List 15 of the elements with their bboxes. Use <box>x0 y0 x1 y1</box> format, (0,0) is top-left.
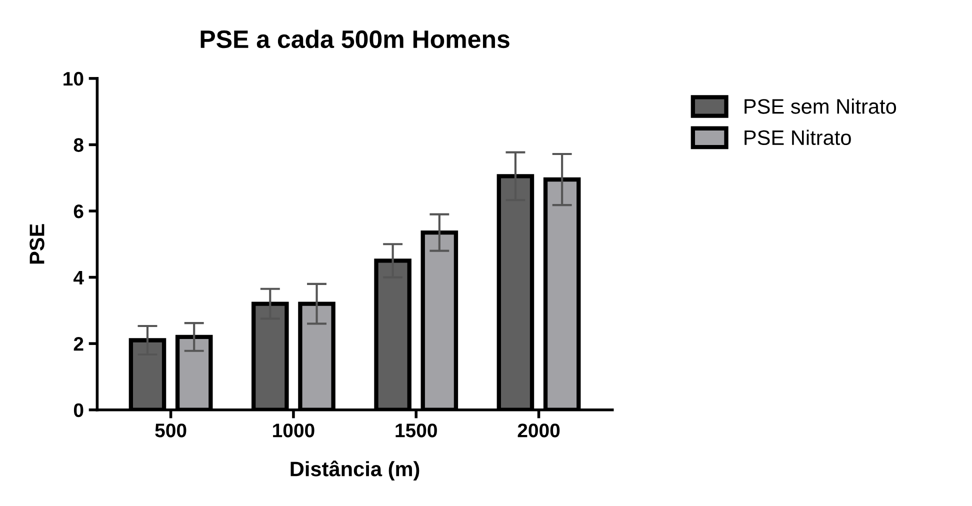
legend-label: PSE sem Nitrato <box>744 98 896 114</box>
y-axis-title: PSE <box>30 224 44 264</box>
x-tick-label: 1000 <box>273 424 314 438</box>
y-tick-label: 0 <box>74 403 84 418</box>
x-tick-label: 2000 <box>518 424 560 438</box>
y-tick-label: 4 <box>73 270 84 284</box>
y-tick-label: 6 <box>74 204 84 218</box>
x-tick-label: 500 <box>155 424 186 438</box>
x-tick-label: 1500 <box>396 424 437 438</box>
legend-label: PSE Nitrato <box>744 130 851 146</box>
y-tick-label: 10 <box>64 72 84 86</box>
chart-title: PSE a cada 500m Homens <box>200 30 510 48</box>
x-axis-title: Distância (m) <box>290 460 420 480</box>
y-tick-label: 2 <box>74 337 84 351</box>
y-tick-label: 8 <box>74 138 84 152</box>
